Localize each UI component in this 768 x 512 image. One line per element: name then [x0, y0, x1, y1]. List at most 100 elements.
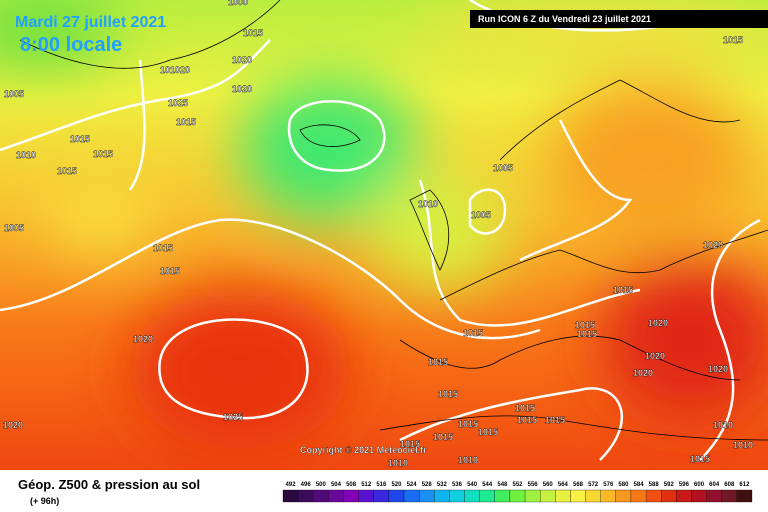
- scale-label: 516: [376, 482, 387, 488]
- scale-label: 596: [679, 482, 690, 488]
- scale-swatch: [706, 489, 722, 503]
- scale-swatch: [600, 489, 616, 503]
- scale-label: 604: [709, 482, 720, 488]
- isobar-label: 1015: [153, 243, 173, 253]
- scale-swatch: [721, 489, 738, 503]
- isobar-label: 1015: [93, 149, 113, 159]
- scale-label: 508: [346, 482, 357, 488]
- isobar-label: 1020: [232, 84, 252, 94]
- scale-label: 572: [588, 482, 599, 488]
- scale-label: 512: [361, 482, 372, 488]
- scale-label: 592: [664, 482, 675, 488]
- isobar-label: 1015: [70, 134, 90, 144]
- isobar-label: 1015: [463, 328, 483, 338]
- time: 8:00 locale: [20, 34, 122, 56]
- scale-swatch: [313, 489, 329, 503]
- scale-label: 496: [301, 482, 312, 488]
- isobar-labels: 1000101510201020101020100510251015101510…: [3, 0, 753, 468]
- isobar-label: 1020: [232, 55, 252, 65]
- isobar-label: 1015: [243, 28, 263, 38]
- scale-label: 612: [739, 482, 750, 488]
- scale-swatch: [358, 489, 374, 503]
- isobar-label: 1015: [438, 389, 458, 399]
- scale-label: 536: [452, 482, 463, 488]
- scale-label: 552: [512, 482, 523, 488]
- scale-swatch: [661, 489, 677, 503]
- scale-label: 492: [286, 482, 297, 488]
- scale-swatch: [570, 489, 586, 503]
- scale-swatch: [555, 489, 571, 503]
- coastlines: [19, 0, 768, 441]
- isobar-label: 1015: [690, 454, 710, 464]
- scale-swatch: [645, 489, 662, 503]
- isobar-label: 1015: [517, 415, 537, 425]
- scale-swatch: [630, 489, 647, 503]
- scale-label: 540: [467, 482, 478, 488]
- isobar-label: 1010: [388, 458, 408, 468]
- isobar-label: 1015: [478, 427, 498, 437]
- scale-label: 580: [618, 482, 629, 488]
- run-text: Run ICON 6 Z du Vendredi 23 juillet 2021: [478, 14, 651, 24]
- isobar-label: 1015: [458, 419, 478, 429]
- isobar-label: 1005: [493, 163, 513, 173]
- isobar-label: 1010: [418, 199, 438, 209]
- scale-label: 500: [316, 482, 327, 488]
- isobar-label: 1020: [133, 334, 153, 344]
- scale-swatch: [297, 489, 314, 503]
- isobar-label: 1015: [57, 166, 77, 176]
- isobar-label: 1005: [4, 89, 24, 99]
- scale-swatch: [615, 489, 632, 503]
- scale-swatch: [373, 489, 390, 503]
- scale-label: 556: [528, 482, 539, 488]
- isobar-label: 1015: [613, 285, 633, 295]
- isobar-label: 1015: [723, 35, 743, 45]
- scale-label: 520: [391, 482, 402, 488]
- scale-swatch: [540, 489, 556, 503]
- isobar-label: 1025: [168, 98, 188, 108]
- isobar-label: 1005: [4, 223, 24, 233]
- isobar-label: 1010: [713, 420, 733, 430]
- scale-label: 568: [573, 482, 584, 488]
- isobar-label: 1010: [733, 440, 753, 450]
- scale-label: 524: [407, 482, 418, 488]
- scale-swatch: [509, 489, 526, 503]
- scale-swatch: [479, 489, 495, 503]
- field: [0, 0, 768, 470]
- scale-swatch: [343, 489, 359, 503]
- isobar-label: 1020: [645, 351, 665, 361]
- scale-swatch: [691, 489, 707, 503]
- isobar-label: 1000: [228, 0, 248, 7]
- isobar-label: 1020: [633, 368, 653, 378]
- run-banner: [470, 10, 768, 28]
- scale-swatch: [585, 489, 601, 503]
- isobar-label: 1010: [458, 455, 478, 465]
- scale-label: 532: [437, 482, 448, 488]
- isobar-label: 1015: [400, 439, 420, 449]
- scale-label: 564: [558, 482, 569, 488]
- isobar-label: 1020: [703, 240, 723, 250]
- isobar-label: 1015: [433, 432, 453, 442]
- scale-swatch: [494, 489, 511, 503]
- footer-title: Géop. Z500 & pression au sol: [18, 477, 200, 492]
- scale-swatch: [282, 489, 299, 503]
- isobar-label: 1015: [577, 329, 597, 339]
- isobar-label: 1015: [428, 357, 448, 367]
- isobar-label: 1015: [515, 403, 535, 413]
- isobar-label: 1015: [176, 117, 196, 127]
- scale-label: 504: [331, 482, 342, 488]
- isobar-label: 1015: [545, 415, 565, 425]
- isobar-label: 1020: [708, 364, 728, 374]
- scale-swatch: [419, 489, 435, 503]
- scale-swatch: [403, 489, 420, 503]
- isobar-label: 1010: [16, 150, 36, 160]
- isobar-label: 1015: [575, 320, 595, 330]
- scale-swatch: [524, 489, 541, 503]
- scale-label: 588: [649, 482, 660, 488]
- scale-swatch: [434, 489, 450, 503]
- scale-swatch: [449, 489, 465, 503]
- scale-label: 576: [603, 482, 614, 488]
- isobar-label: 101020: [160, 65, 190, 75]
- scale-label: 600: [694, 482, 705, 488]
